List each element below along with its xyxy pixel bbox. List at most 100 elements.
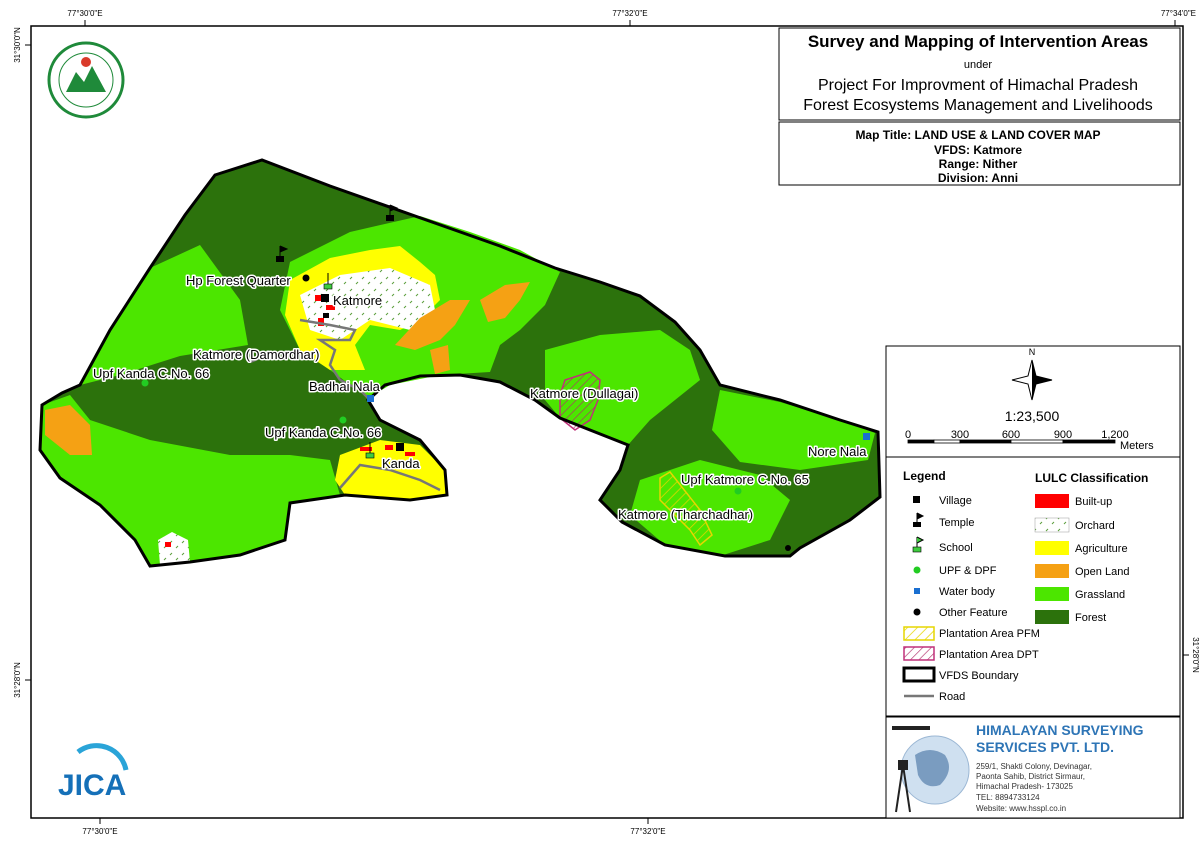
map-shape bbox=[785, 545, 791, 551]
map-shape bbox=[165, 542, 171, 547]
map-shape bbox=[158, 532, 190, 565]
map-shape bbox=[903, 646, 935, 661]
map-shape bbox=[386, 204, 399, 221]
scale-ratio: 1:23,500 bbox=[1005, 408, 1060, 424]
legend-item: School bbox=[939, 542, 973, 554]
map-shape bbox=[302, 274, 791, 551]
scale-tick: 900 bbox=[1054, 429, 1072, 441]
coordinate-label: 77°30'0"E bbox=[82, 827, 117, 836]
company-address: Himachal Pradesh- 173025 bbox=[976, 782, 1073, 791]
company-name: HIMALAYAN SURVEYING bbox=[976, 722, 1144, 738]
map-shape bbox=[1034, 517, 1070, 533]
place-label: Nore Nala bbox=[808, 444, 867, 459]
lulc-item: Built-up bbox=[1075, 496, 1112, 508]
map-shape bbox=[365, 452, 375, 459]
map-shape bbox=[326, 305, 335, 310]
map-shape bbox=[1035, 610, 1069, 624]
lulc-title: LULC Classification bbox=[1035, 471, 1148, 485]
map-shape bbox=[916, 512, 925, 523]
map-shape bbox=[430, 345, 450, 374]
project-line: Forest Ecosystems Management and Livelih… bbox=[803, 97, 1153, 114]
plantation-dpt bbox=[559, 371, 601, 431]
map-shape bbox=[395, 300, 470, 350]
map-symbols bbox=[141, 204, 870, 551]
place-label: Hp Forest Quarter bbox=[186, 273, 291, 288]
project-line: Project For Improvment of Himachal Prade… bbox=[818, 77, 1138, 94]
map-shape bbox=[1035, 564, 1069, 578]
scale-tick: 300 bbox=[951, 429, 969, 441]
north-label: N bbox=[1029, 347, 1036, 357]
map-shape bbox=[318, 318, 324, 326]
map-shape bbox=[81, 57, 91, 67]
coordinate-label: 31°28'0"N bbox=[13, 662, 22, 698]
map-shape bbox=[915, 750, 949, 787]
map-shape bbox=[299, 318, 371, 401]
company-logo bbox=[892, 726, 970, 813]
legend-item: VFDS Boundary bbox=[939, 670, 1019, 682]
map-shape bbox=[1062, 439, 1116, 444]
coordinate-label: 77°34'0"E bbox=[1161, 9, 1196, 18]
lulc-item: Orchard bbox=[1075, 520, 1115, 532]
legend-panel bbox=[885, 345, 1181, 717]
map-shape bbox=[1035, 494, 1069, 508]
lulc-item: Forest bbox=[1075, 612, 1106, 624]
scale-tick: 1,200 bbox=[1101, 429, 1129, 441]
map-shape bbox=[327, 273, 371, 453]
map-shape bbox=[339, 416, 347, 424]
company-name: SERVICES PVT. LTD. bbox=[976, 739, 1114, 755]
map-shape bbox=[914, 588, 920, 594]
map-shape bbox=[45, 405, 92, 455]
map-shape bbox=[300, 268, 435, 340]
legend-item: Plantation Area DPT bbox=[939, 649, 1039, 661]
orchard-areas bbox=[158, 268, 435, 565]
lulc-swatches bbox=[1034, 494, 1070, 624]
map-shape bbox=[902, 666, 936, 683]
map-shape bbox=[141, 379, 742, 495]
map-shape bbox=[389, 204, 399, 215]
open-land-areas bbox=[45, 282, 530, 455]
map-shape bbox=[367, 395, 374, 402]
scale-unit: Meters bbox=[1120, 440, 1154, 452]
map-shape bbox=[1035, 541, 1069, 555]
map-shape bbox=[279, 245, 289, 256]
plantation-pfm bbox=[659, 471, 713, 547]
map-shape bbox=[863, 433, 870, 440]
map-shape bbox=[385, 445, 393, 450]
map-shape bbox=[895, 764, 911, 813]
map-shape bbox=[892, 726, 930, 730]
map-shape bbox=[912, 546, 922, 553]
map-vfds: VFDS: Katmore bbox=[934, 143, 1022, 157]
legend-item: Other Feature bbox=[939, 607, 1007, 619]
coordinate-label: 77°30'0"E bbox=[67, 9, 102, 18]
legend-item: Village bbox=[939, 495, 972, 507]
built-up-areas bbox=[165, 295, 415, 547]
north-arrow bbox=[1011, 359, 1053, 401]
map-shape bbox=[302, 274, 310, 282]
map-shape bbox=[141, 379, 149, 387]
company-address: 259/1, Shakti Colony, Devinagar, bbox=[976, 762, 1092, 771]
scale-tick: 0 bbox=[905, 429, 911, 441]
company-address: TEL: 8894733124 bbox=[976, 793, 1040, 802]
lulc-item: Agriculture bbox=[1075, 543, 1128, 555]
coordinate-label: 77°32'0"E bbox=[630, 827, 665, 836]
map-shape bbox=[321, 294, 329, 302]
map-shape bbox=[360, 447, 372, 451]
map-shape bbox=[913, 522, 921, 527]
place-label: Katmore (Dullagai) bbox=[530, 386, 638, 401]
roads bbox=[249, 318, 441, 492]
map-shape bbox=[323, 313, 329, 318]
scale-tick: 600 bbox=[1002, 429, 1020, 441]
map-shape bbox=[903, 626, 935, 641]
map-shape bbox=[480, 282, 530, 322]
map-shape bbox=[916, 536, 925, 544]
map-shape bbox=[80, 245, 248, 385]
subtitle: under bbox=[964, 59, 992, 71]
map-shape bbox=[1035, 587, 1069, 601]
info-box bbox=[778, 121, 1181, 186]
map-shape bbox=[913, 566, 921, 574]
map-shape bbox=[734, 487, 742, 495]
land-cover bbox=[38, 158, 882, 568]
lulc-item: Open Land bbox=[1075, 566, 1129, 578]
map-shape bbox=[76, 743, 129, 771]
